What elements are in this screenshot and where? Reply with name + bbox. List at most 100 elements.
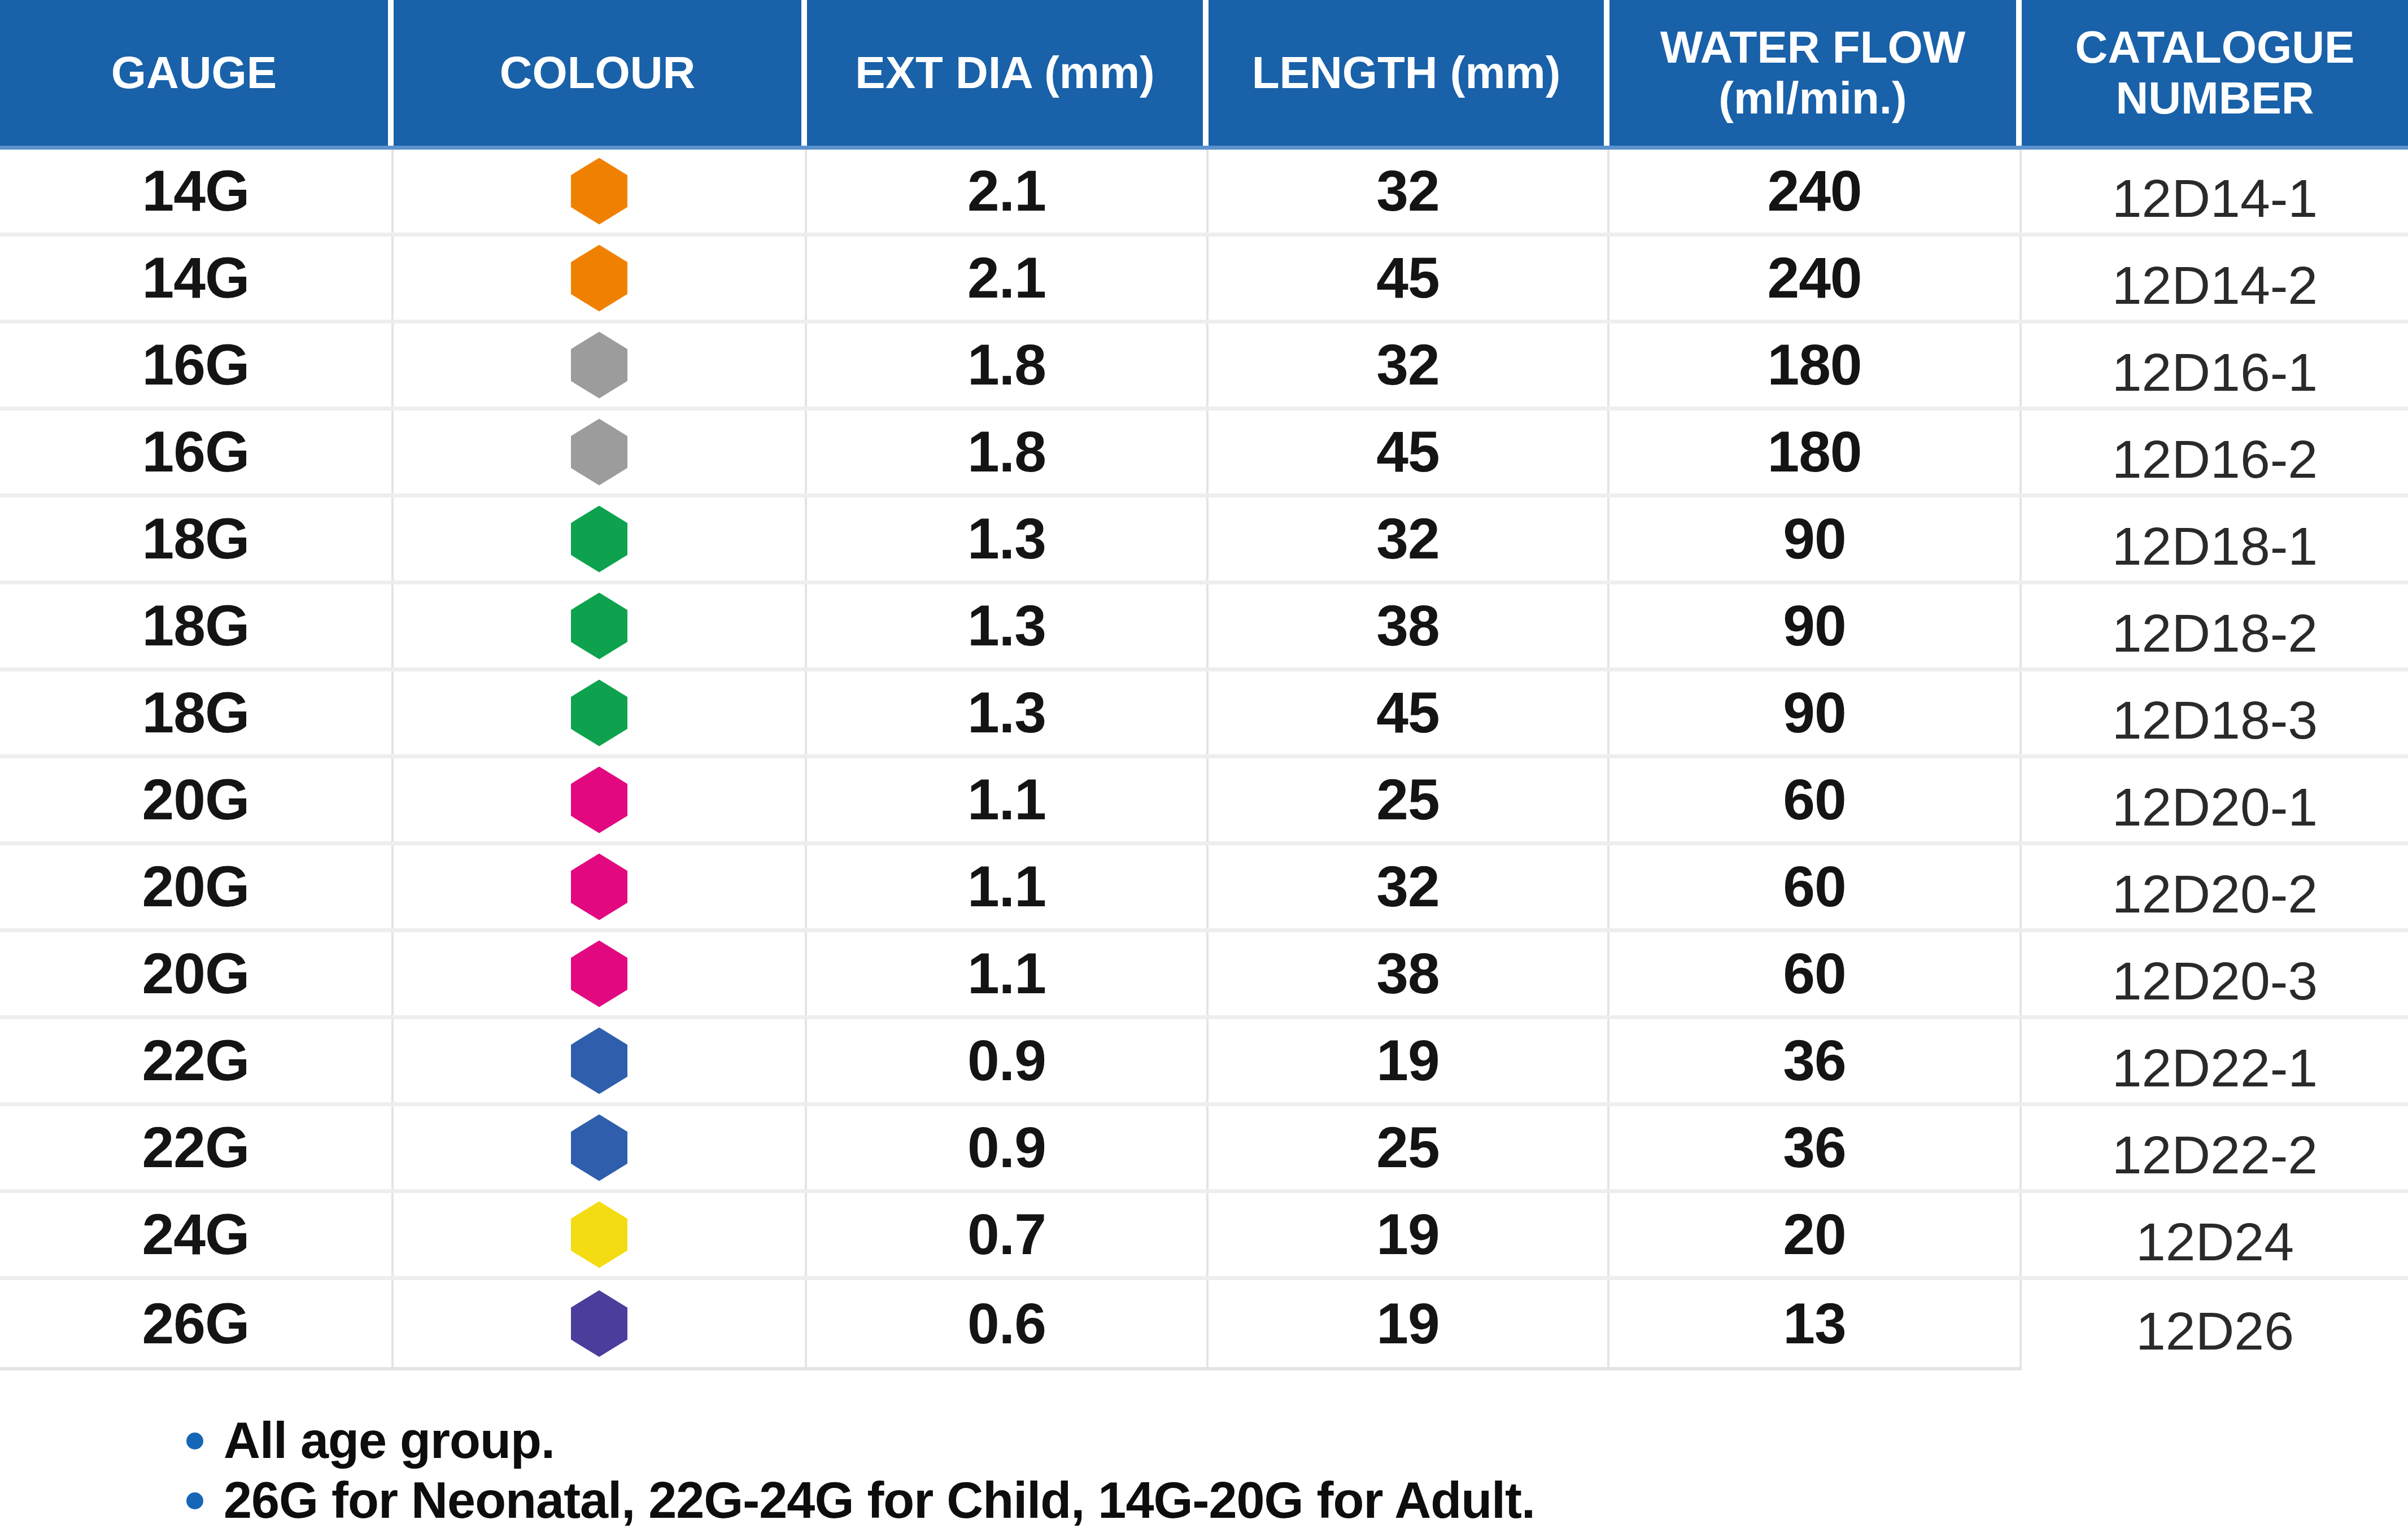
length-cell: 19 [1209, 1019, 1609, 1102]
catalogue-number-cell: 12D18-2 [2022, 592, 2408, 675]
table-row: 16G 1.8 45 180 12D16-2 [0, 411, 2408, 497]
length-cell: 32 [1209, 845, 1609, 928]
length-cell: 19 [1209, 1193, 1609, 1276]
ext-dia-cell: 1.1 [807, 932, 1209, 1015]
catalogue-number-cell: 12D16-1 [2022, 331, 2408, 414]
table-row: 18G 1.3 38 90 12D18-2 [0, 584, 2408, 671]
gauge-cell: 24G [0, 1193, 394, 1276]
water-flow-cell: 36 [1609, 1106, 2022, 1189]
colour-cell [394, 411, 807, 494]
length-cell: 32 [1209, 324, 1609, 407]
water-flow-cell: 13 [1609, 1280, 2022, 1367]
table-body: 14G 2.1 32 240 12D14-1 14G 2.1 45 240 12… [0, 150, 2408, 1367]
water-flow-cell: 240 [1609, 237, 2022, 320]
header-water-flow: WATER FLOW (ml/min.) [1609, 0, 2022, 146]
note-text: 26G for Neonatal, 22G-24G for Child, 14G… [224, 1475, 1535, 1527]
water-flow-cell: 90 [1609, 584, 2022, 667]
gauge-cell: 20G [0, 758, 394, 841]
colour-hexagon-icon [571, 332, 627, 399]
table-row: 18G 1.3 32 90 12D18-1 [0, 497, 2408, 584]
catalogue-number-cell: 12D18-3 [2022, 679, 2408, 762]
gauge-cell: 20G [0, 932, 394, 1015]
table-row: 14G 2.1 45 240 12D14-2 [0, 237, 2408, 324]
gauge-cell: 22G [0, 1019, 394, 1102]
colour-cell [394, 150, 807, 233]
bullet-icon [186, 1433, 203, 1449]
catalogue-number-cell: 12D20-1 [2022, 766, 2408, 849]
gauge-cell: 16G [0, 324, 394, 407]
colour-hexagon-icon [571, 1202, 627, 1268]
ext-dia-cell: 0.9 [807, 1106, 1209, 1189]
table-row: 16G 1.8 32 180 12D16-1 [0, 324, 2408, 411]
gauge-cell: 22G [0, 1106, 394, 1189]
length-cell: 25 [1209, 758, 1609, 841]
colour-hexagon-icon [571, 1115, 627, 1181]
gauge-cell: 26G [0, 1280, 394, 1367]
water-flow-cell: 60 [1609, 758, 2022, 841]
header-ext-dia: EXT DIA (mm) [807, 0, 1209, 146]
table-row: 20G 1.1 32 60 12D20-2 [0, 845, 2408, 932]
ext-dia-cell: 1.1 [807, 845, 1209, 928]
colour-hexagon-icon [571, 680, 627, 746]
colour-cell [394, 758, 807, 841]
colour-cell [394, 1106, 807, 1189]
colour-hexagon-icon [571, 506, 627, 573]
table-bottom-border [0, 1367, 2022, 1370]
header-colour: COLOUR [394, 0, 807, 146]
length-cell: 38 [1209, 932, 1609, 1015]
table-row: 22G 0.9 19 36 12D22-1 [0, 1019, 2408, 1106]
table-row: 22G 0.9 25 36 12D22-2 [0, 1106, 2408, 1193]
water-flow-cell: 20 [1609, 1193, 2022, 1276]
gauge-cell: 14G [0, 150, 394, 233]
colour-hexagon-icon [571, 854, 627, 920]
water-flow-cell: 180 [1609, 324, 2022, 407]
water-flow-cell: 90 [1609, 671, 2022, 754]
ext-dia-cell: 0.7 [807, 1193, 1209, 1276]
gauge-cell: 14G [0, 237, 394, 320]
water-flow-cell: 60 [1609, 932, 2022, 1015]
catalogue-number-cell: 12D20-3 [2022, 940, 2408, 1023]
colour-hexagon-icon [571, 245, 627, 312]
catalogue-number-cell: 12D18-1 [2022, 505, 2408, 588]
cannula-spec-table: GAUGE COLOUR EXT DIA (mm) LENGTH (mm) WA… [0, 0, 2408, 1367]
length-cell: 45 [1209, 671, 1609, 754]
gauge-cell: 18G [0, 671, 394, 754]
length-cell: 45 [1209, 411, 1609, 494]
colour-cell [394, 671, 807, 754]
colour-hexagon-icon [571, 593, 627, 660]
length-cell: 32 [1209, 150, 1609, 233]
table-row: 14G 2.1 32 240 12D14-1 [0, 150, 2408, 237]
ext-dia-cell: 1.3 [807, 584, 1209, 667]
ext-dia-cell: 2.1 [807, 150, 1209, 233]
note-age-gauge-mapping: 26G for Neonatal, 22G-24G for Child, 14G… [186, 1475, 2332, 1527]
ext-dia-cell: 1.3 [807, 671, 1209, 754]
bullet-icon [186, 1492, 203, 1509]
colour-cell [394, 1019, 807, 1102]
gauge-cell: 20G [0, 845, 394, 928]
table-row: 20G 1.1 25 60 12D20-1 [0, 758, 2408, 845]
table-row: 24G 0.7 19 20 12D24 [0, 1193, 2408, 1280]
length-cell: 45 [1209, 237, 1609, 320]
ext-dia-cell: 2.1 [807, 237, 1209, 320]
colour-cell [394, 932, 807, 1015]
catalogue-number-cell: 12D20-2 [2022, 853, 2408, 936]
colour-cell [394, 845, 807, 928]
water-flow-cell: 240 [1609, 150, 2022, 233]
colour-cell [394, 584, 807, 667]
note-all-age-group: All age group. [186, 1415, 2332, 1467]
catalogue-number-cell: 12D24 [2022, 1200, 2408, 1283]
catalogue-number-cell: 12D26 [2022, 1287, 2408, 1374]
table-row: 26G 0.6 19 13 12D26 [0, 1280, 2408, 1367]
catalogue-number-cell: 12D16-2 [2022, 418, 2408, 501]
colour-hexagon-icon [571, 1028, 627, 1094]
colour-hexagon-icon [571, 158, 627, 225]
colour-cell [394, 1193, 807, 1276]
header-gauge: GAUGE [0, 0, 394, 146]
table-row: 20G 1.1 38 60 12D20-3 [0, 932, 2408, 1019]
colour-cell [394, 324, 807, 407]
ext-dia-cell: 1.1 [807, 758, 1209, 841]
header-length: LENGTH (mm) [1209, 0, 1609, 146]
length-cell: 38 [1209, 584, 1609, 667]
ext-dia-cell: 0.9 [807, 1019, 1209, 1102]
catalogue-number-cell: 12D22-2 [2022, 1114, 2408, 1197]
